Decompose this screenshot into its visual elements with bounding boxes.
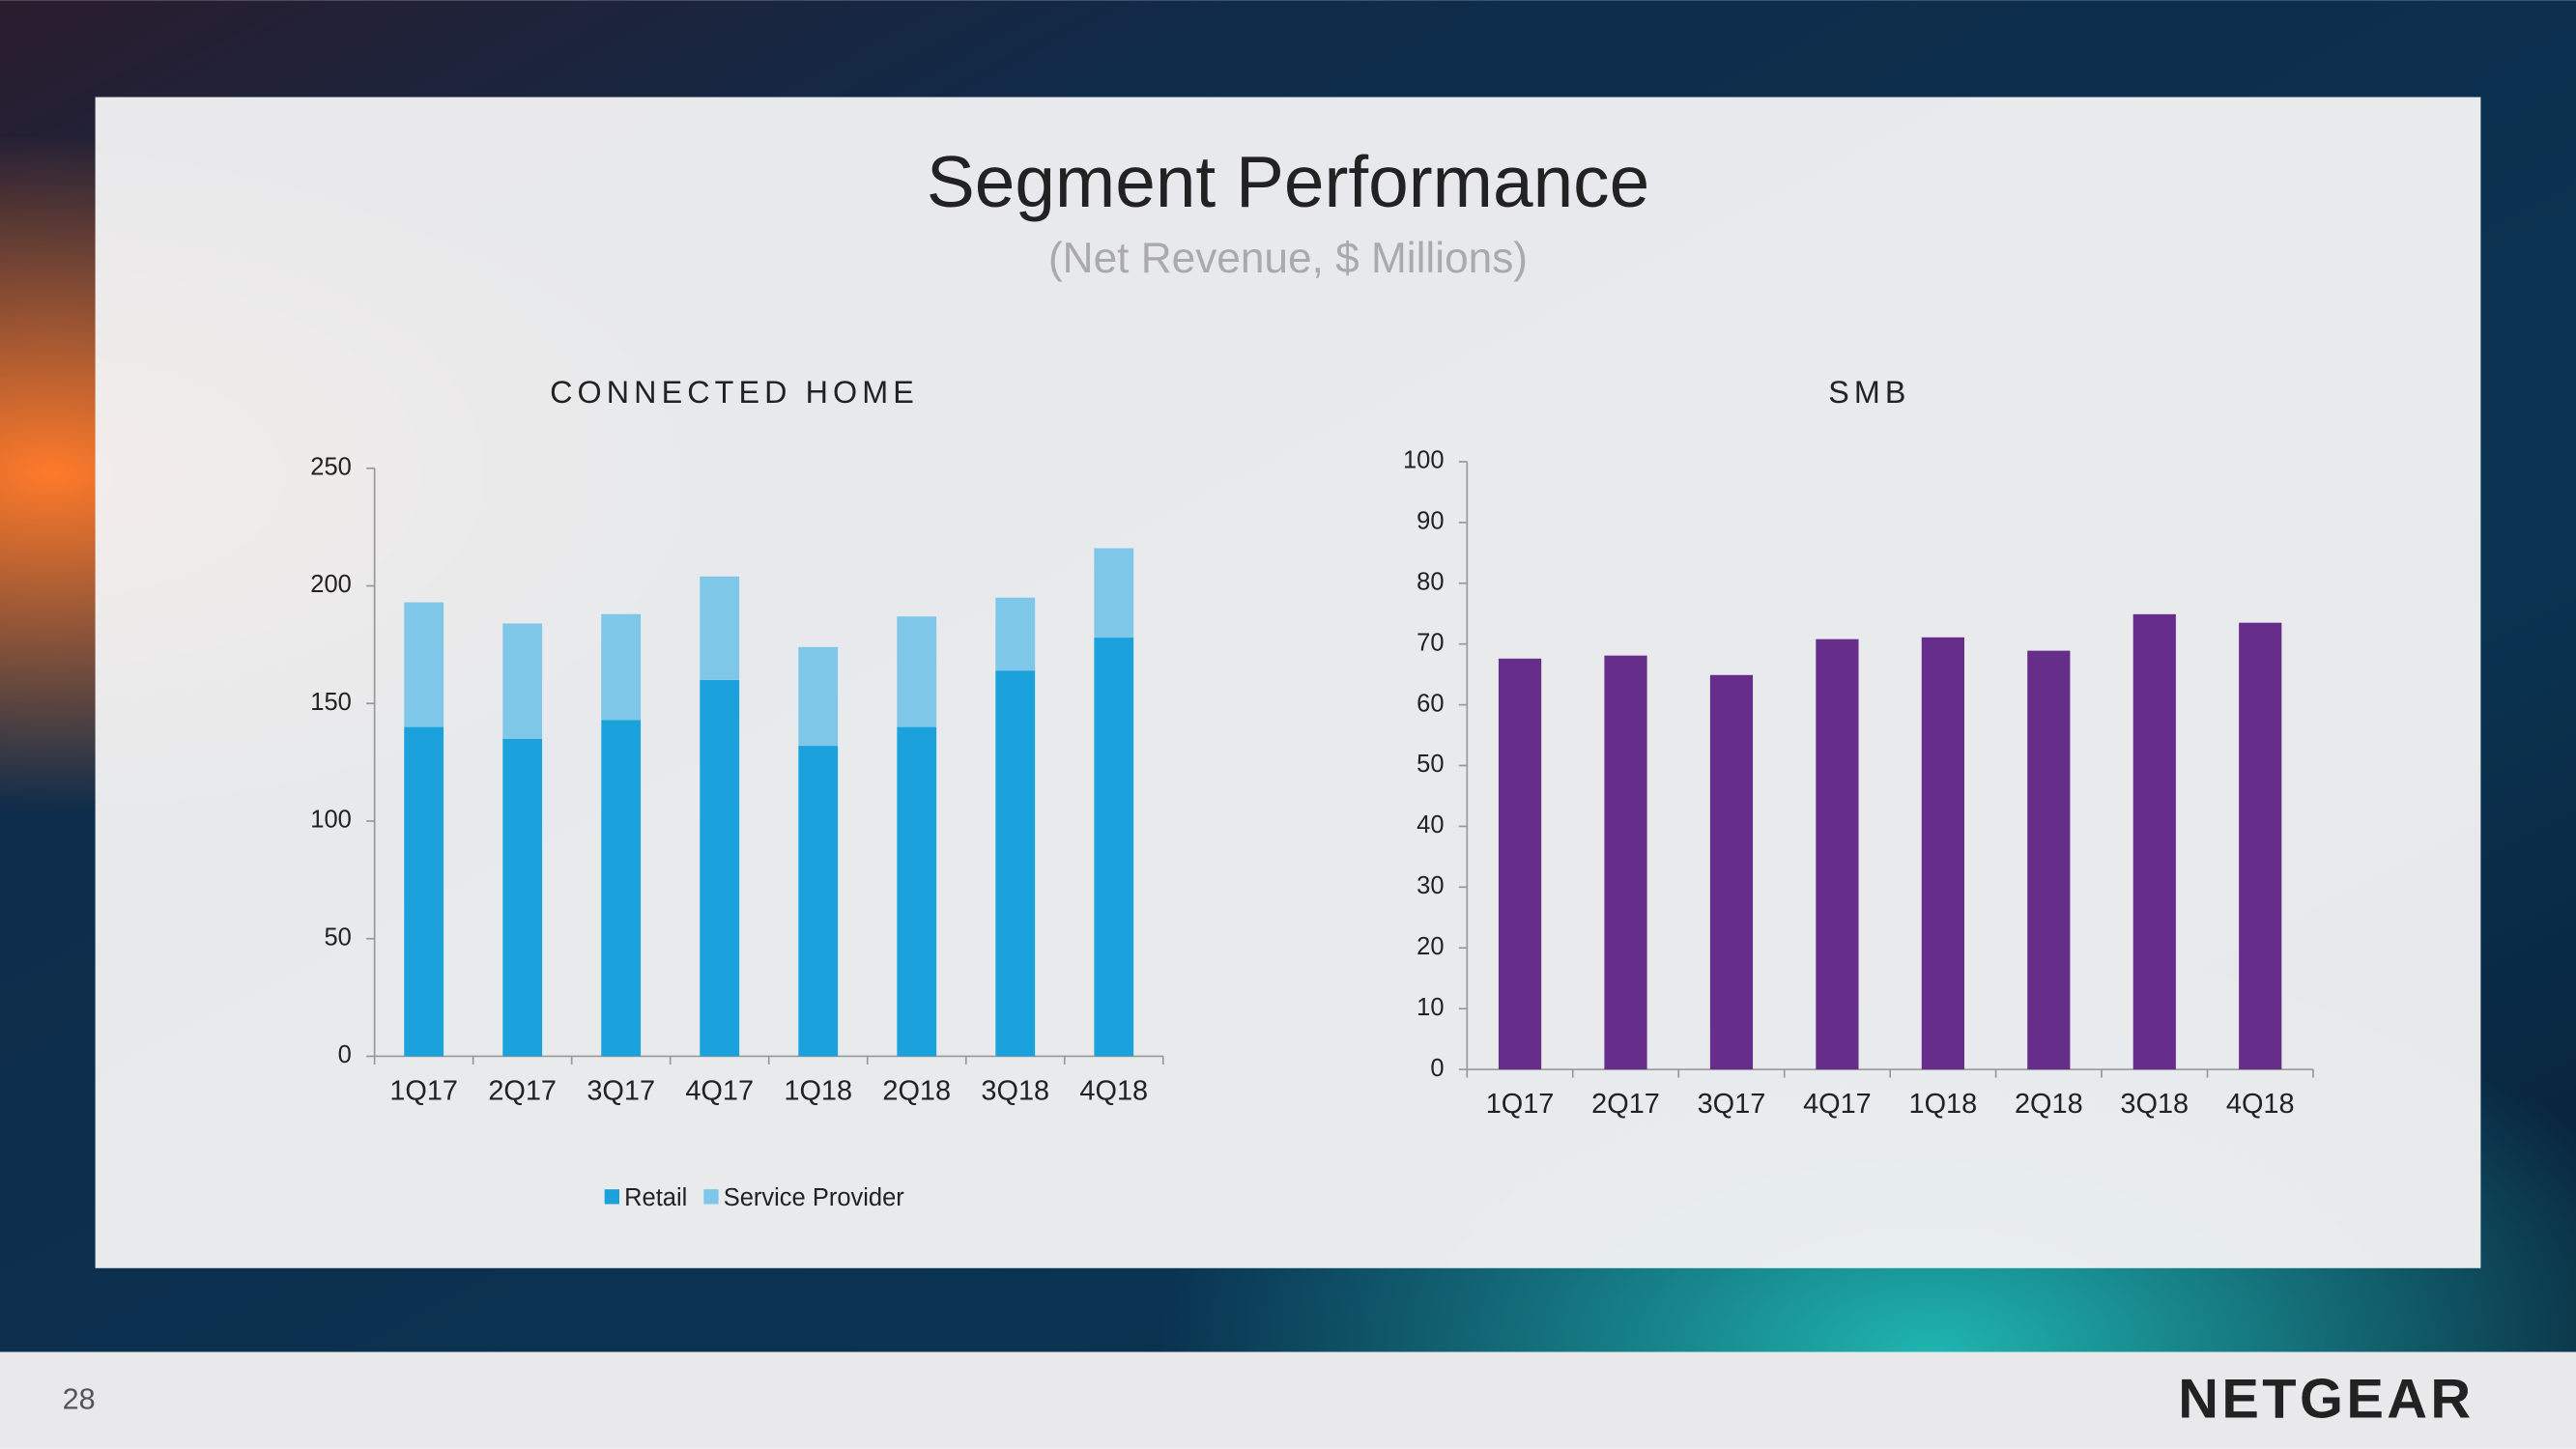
bar [1604, 655, 1647, 1070]
slide-subtitle: (Net Revenue, $ Millions) [1048, 235, 1528, 282]
y-tick-label: 60 [1417, 690, 1444, 717]
x-tick-label: 4Q18 [1079, 1075, 1148, 1106]
bar [502, 738, 543, 1057]
footer-bar [0, 1351, 2576, 1449]
x-tick-label: 3Q18 [2120, 1089, 2189, 1120]
bar [1816, 639, 1859, 1070]
x-tick-label: 1Q18 [1909, 1089, 1978, 1120]
y-tick-label: 20 [1417, 933, 1444, 960]
y-tick-label: 0 [1430, 1055, 1444, 1082]
legend-swatch [604, 1189, 619, 1205]
legend-swatch [703, 1189, 719, 1205]
bar [897, 726, 937, 1057]
logo: NETGEAR [2178, 1368, 2474, 1430]
bar [1094, 638, 1134, 1057]
x-tick-label: 2Q18 [882, 1075, 951, 1106]
y-tick-label: 200 [310, 571, 352, 598]
y-tick-label: 90 [1417, 508, 1444, 535]
x-tick-label: 1Q17 [1486, 1089, 1555, 1120]
y-tick-label: 30 [1417, 872, 1444, 899]
x-tick-label: 4Q17 [1803, 1089, 1872, 1120]
y-tick-label: 100 [310, 807, 352, 834]
bar [700, 576, 740, 680]
x-tick-label: 3Q17 [1698, 1089, 1766, 1120]
y-tick-label: 50 [324, 923, 351, 951]
x-tick-label: 2Q18 [2015, 1089, 2083, 1120]
bar [798, 646, 839, 747]
x-tick-label: 2Q17 [488, 1075, 557, 1106]
chart-title: CONNECTED HOME [550, 375, 919, 410]
x-tick-label: 4Q18 [2226, 1089, 2295, 1120]
bar [995, 597, 1036, 671]
bar [798, 746, 839, 1057]
legend-label: Service Provider [724, 1184, 905, 1211]
y-tick-label: 50 [1417, 751, 1444, 778]
x-tick-label: 1Q18 [784, 1075, 852, 1106]
bar [1709, 674, 1754, 1070]
chart-title: SMB [1828, 375, 1910, 410]
y-tick-label: 0 [338, 1041, 352, 1068]
x-tick-label: 1Q17 [389, 1075, 458, 1106]
bar [404, 726, 444, 1057]
bar [897, 616, 937, 727]
bar [2239, 622, 2282, 1070]
y-tick-label: 100 [1403, 447, 1445, 474]
bar [601, 613, 642, 721]
bar [601, 720, 642, 1057]
bar [700, 679, 740, 1057]
x-tick-label: 3Q17 [587, 1075, 655, 1106]
y-tick-label: 250 [310, 453, 352, 480]
bar [404, 602, 444, 727]
x-tick-label: 4Q17 [685, 1075, 754, 1106]
bar [1921, 637, 1964, 1070]
y-tick-label: 150 [310, 689, 352, 716]
bar [1498, 658, 1542, 1070]
bar [1094, 548, 1134, 639]
legend-label: Retail [624, 1184, 687, 1211]
content-panel [95, 97, 2481, 1268]
bar [995, 670, 1036, 1057]
bar [2132, 613, 2176, 1070]
bar [502, 623, 543, 739]
x-tick-label: 2Q17 [1591, 1089, 1660, 1120]
slide-title: Segment Performance [927, 141, 1649, 222]
y-tick-label: 70 [1417, 629, 1444, 656]
bar [2027, 650, 2071, 1070]
x-tick-label: 3Q18 [981, 1075, 1049, 1106]
y-tick-label: 80 [1417, 569, 1444, 596]
y-tick-label: 10 [1417, 994, 1444, 1021]
page-number: 28 [63, 1383, 96, 1416]
y-tick-label: 40 [1417, 811, 1444, 838]
